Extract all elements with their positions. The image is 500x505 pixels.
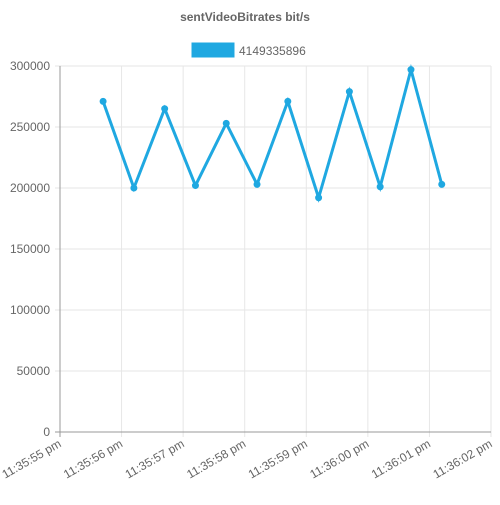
x-tick-label: 11:36:01 pm: [369, 436, 433, 481]
data-point[interactable]: [407, 66, 415, 74]
legend-label: 4149335896: [239, 44, 306, 58]
y-tick-label: 100000: [10, 303, 50, 317]
x-tick-label: 11:35:59 pm: [246, 436, 310, 481]
y-tick-label: 300000: [10, 59, 50, 73]
data-point[interactable]: [161, 105, 169, 113]
series-points: [99, 66, 446, 202]
data-point[interactable]: [284, 97, 292, 105]
x-tick-label: 11:35:56 pm: [61, 436, 125, 481]
data-point[interactable]: [222, 119, 230, 127]
series-lines: [101, 63, 444, 203]
data-point[interactable]: [345, 88, 353, 96]
x-tick-label: 11:36:00 pm: [307, 436, 371, 481]
data-point[interactable]: [191, 182, 199, 190]
data-point[interactable]: [315, 194, 323, 202]
x-tick-label: 11:35:58 pm: [184, 436, 248, 481]
x-tick-label: 11:35:57 pm: [123, 436, 187, 481]
y-tick-label: 50000: [17, 364, 51, 378]
data-point[interactable]: [253, 180, 261, 188]
y-tick-label: 150000: [10, 242, 50, 256]
data-point[interactable]: [376, 183, 384, 191]
x-tick-label: 11:36:02 pm: [430, 436, 494, 481]
data-point[interactable]: [438, 180, 446, 188]
chart-title: sentVideoBitrates bit/s: [180, 10, 310, 24]
series-line: [101, 63, 444, 203]
y-axis-tick-labels: 0 50000 100000 150000 200000 250000 300000: [10, 59, 50, 439]
legend-swatch: [191, 42, 235, 58]
axes: [55, 66, 491, 437]
y-tick-label: 0: [43, 425, 50, 439]
grid-lines: [55, 65, 492, 437]
y-tick-label: 200000: [10, 181, 50, 195]
data-point[interactable]: [99, 97, 107, 105]
data-point[interactable]: [130, 184, 138, 192]
x-tick-label: 11:35:55 pm: [0, 436, 63, 481]
y-tick-label: 250000: [10, 120, 50, 134]
legend[interactable]: 4149335896: [191, 42, 306, 58]
